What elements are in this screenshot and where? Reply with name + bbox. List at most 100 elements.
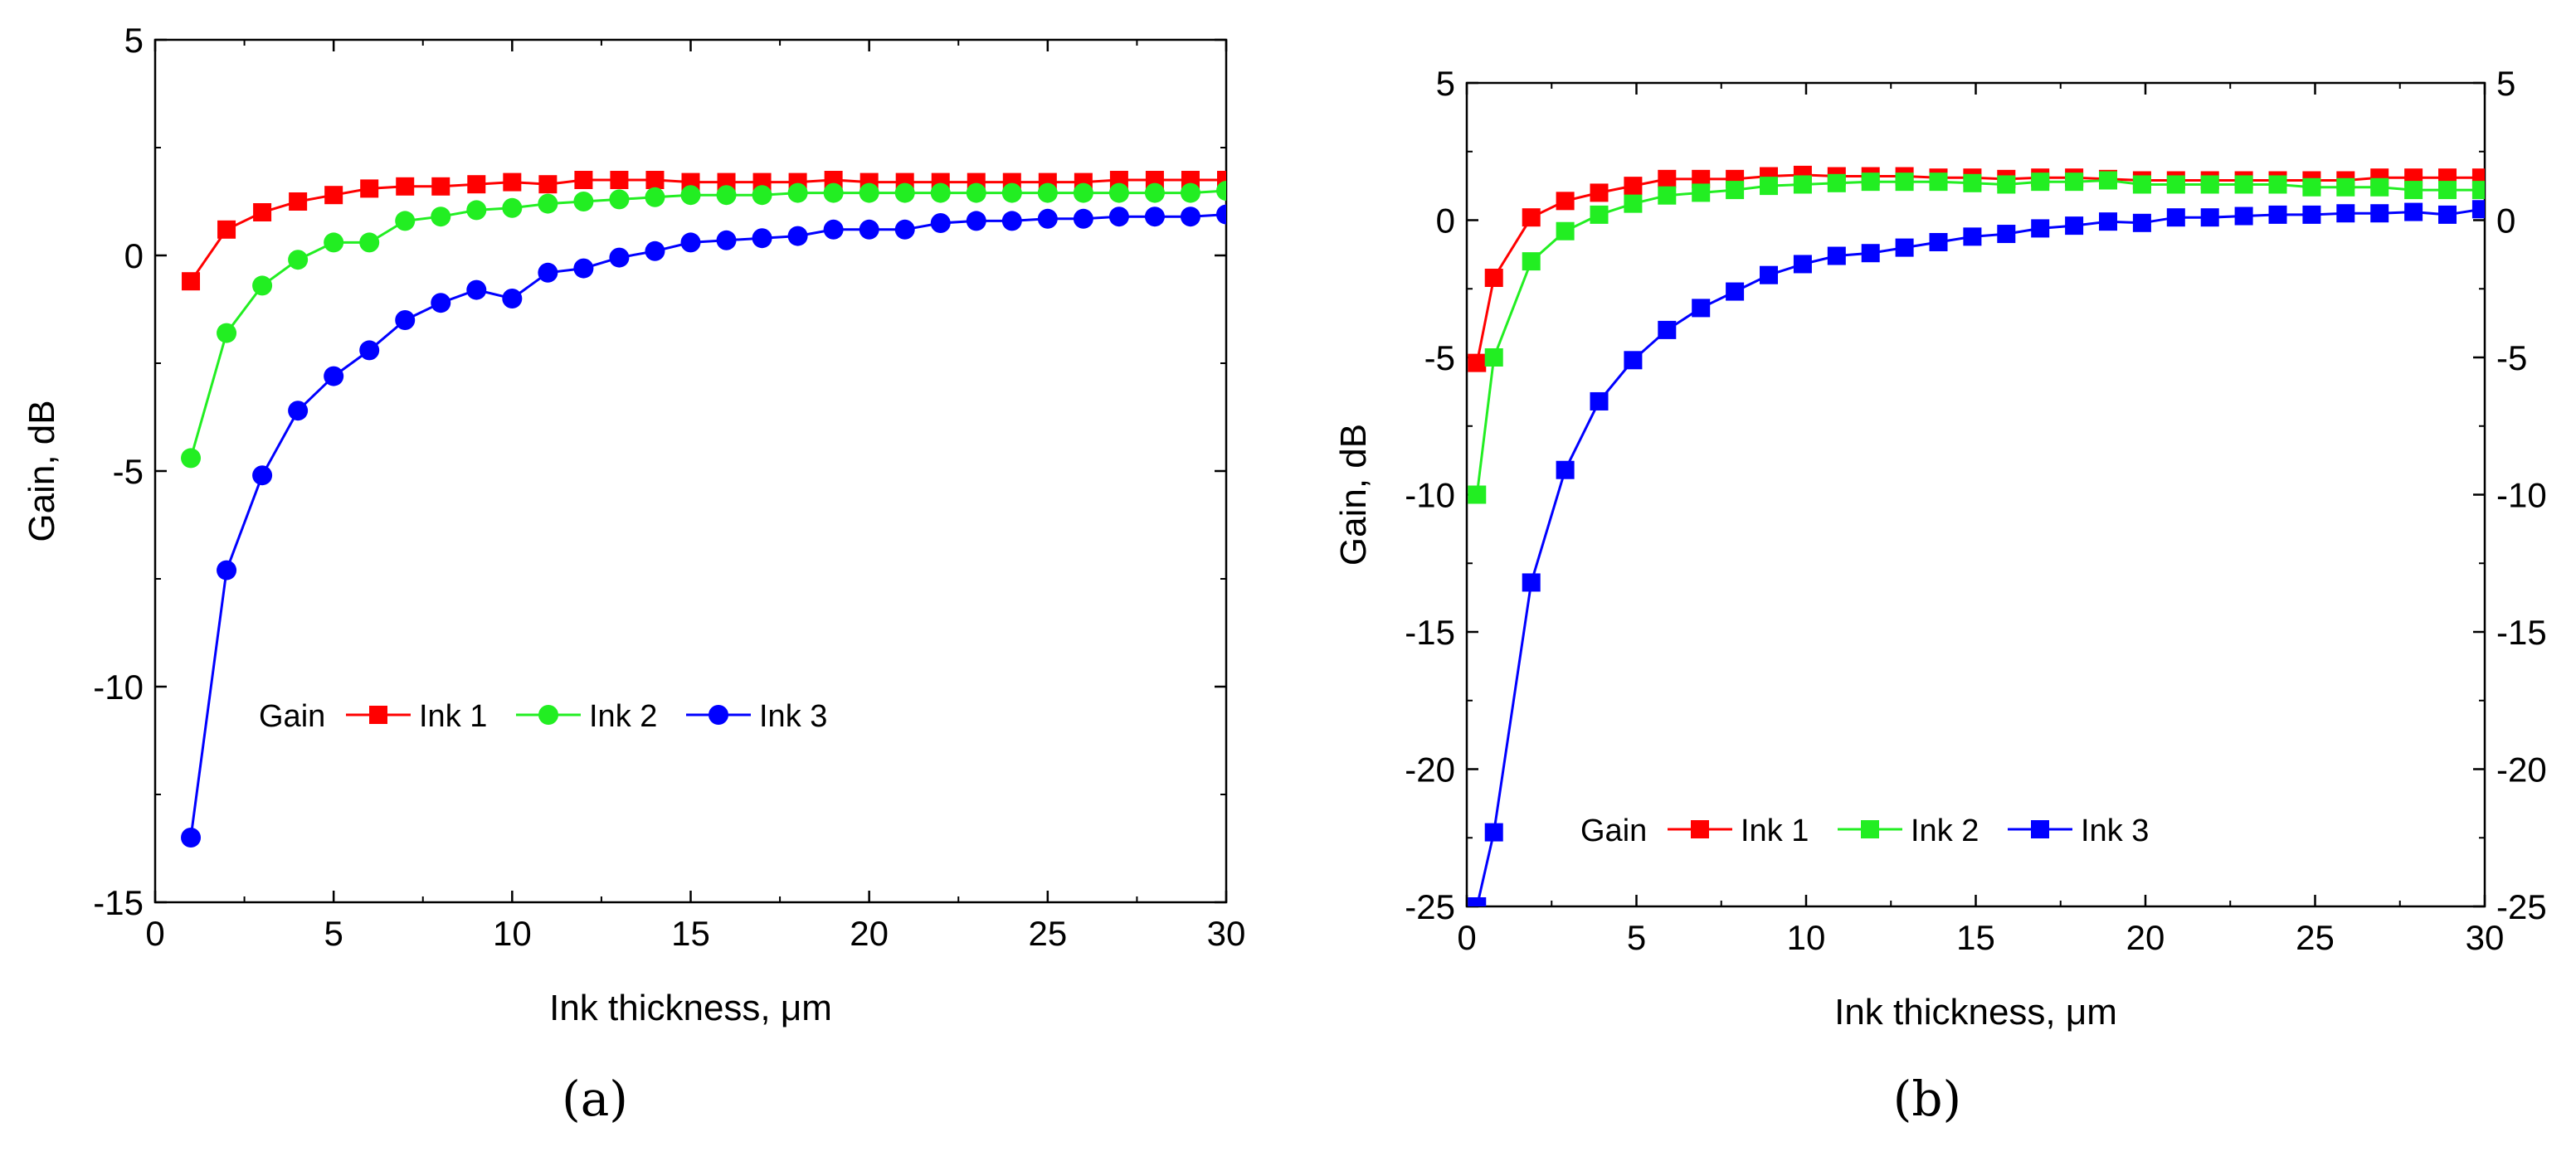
data-point-red <box>538 175 558 194</box>
data-point-green <box>1590 205 1609 224</box>
data-point-green <box>502 197 523 218</box>
legend-title: Gain <box>259 699 325 734</box>
data-point-green <box>787 182 808 203</box>
data-point-green <box>752 185 772 206</box>
data-point-green <box>894 182 915 203</box>
data-point-red <box>645 171 665 189</box>
x-tick-label: 10 <box>493 914 532 953</box>
data-point-blue <box>787 226 808 246</box>
data-point-blue <box>2065 216 2084 236</box>
data-point-green <box>966 182 986 203</box>
y-tick-label: -15 <box>93 883 144 922</box>
data-point-blue <box>1484 823 1503 842</box>
y-tick-label: -10 <box>1405 476 1455 515</box>
data-point-red <box>610 171 629 189</box>
data-point-green <box>2200 175 2219 194</box>
data-point-blue <box>752 228 772 249</box>
data-point-green <box>1658 186 1677 205</box>
data-point-blue <box>466 279 487 300</box>
legend-label-red: Ink 1 <box>419 699 487 734</box>
data-point-blue <box>1522 573 1541 592</box>
data-point-green <box>2099 171 2118 190</box>
data-point-green <box>609 189 630 210</box>
data-point-green <box>1484 348 1503 367</box>
series-line-blue <box>1475 207 2482 906</box>
data-point-green <box>1793 175 1812 194</box>
y-tick-label-right: 0 <box>2496 202 2515 240</box>
legend-title: Gain <box>1580 814 1647 848</box>
data-point-green <box>2336 177 2355 197</box>
data-point-blue <box>1726 282 1745 301</box>
data-point-red <box>324 186 343 205</box>
data-point-blue <box>2200 208 2219 227</box>
x-tick-label: 0 <box>1457 918 1476 957</box>
data-point-blue <box>1793 255 1812 274</box>
y-tick-label-right: -10 <box>2496 476 2547 515</box>
x-axis-label: Ink thickness, μm <box>549 988 832 1028</box>
data-point-red <box>1624 177 1643 196</box>
data-point-red <box>467 175 486 194</box>
data-point-red <box>1522 208 1541 227</box>
x-tick-label: 15 <box>1956 918 1995 957</box>
data-point-blue <box>1037 208 1058 229</box>
data-point-red <box>1556 192 1575 211</box>
data-point-blue <box>1692 299 1711 318</box>
legend: Gain Ink 1 Ink 2 Ink 3 <box>259 699 827 734</box>
x-tick-label: 5 <box>324 914 343 953</box>
data-point-blue <box>966 211 986 231</box>
data-point-green <box>359 232 380 253</box>
data-point-blue <box>1624 351 1643 370</box>
data-point-blue <box>2099 212 2118 231</box>
data-point-green <box>1760 177 1779 196</box>
data-point-green <box>930 182 951 203</box>
y-tick-label: -15 <box>1405 613 1455 652</box>
data-point-green <box>217 323 237 343</box>
data-point-blue <box>2336 204 2355 223</box>
data-point-blue <box>894 219 915 240</box>
data-point-green <box>823 182 844 203</box>
data-point-green <box>2302 177 2321 197</box>
data-point-green <box>395 211 416 231</box>
data-point-green <box>324 232 344 253</box>
data-point-blue <box>217 560 237 580</box>
data-point-blue <box>1180 206 1200 227</box>
data-point-red <box>1692 169 1711 188</box>
data-point-blue <box>1001 211 1022 231</box>
y-tick-label-right: 5 <box>2496 64 2515 103</box>
data-point-blue <box>1895 238 1914 257</box>
data-point-red <box>431 177 450 196</box>
legend-label-red: Ink 1 <box>1741 814 1809 848</box>
data-point-green <box>1180 182 1200 203</box>
data-point-blue <box>2302 205 2321 224</box>
data-point-green <box>2268 175 2287 194</box>
y-tick-label: 5 <box>1436 64 1455 103</box>
x-tick-label: 25 <box>2296 918 2335 957</box>
plot-data <box>181 171 1226 848</box>
data-point-green <box>2031 172 2050 192</box>
y-tick-label-right: -5 <box>2496 338 2527 377</box>
data-point-blue <box>823 219 844 240</box>
chart-panel-b: 0 5 10 15 20 25 30-25 -25-20 -20-15 -15-10 -10-5 -5… <box>1333 64 2547 1127</box>
data-point-blue <box>609 247 630 268</box>
data-point-green <box>1144 182 1165 203</box>
y-tick-label: 0 <box>124 236 144 275</box>
data-point-blue <box>395 310 416 330</box>
data-point-blue <box>930 213 951 233</box>
series-line-green <box>189 189 1226 459</box>
y-tick-label-right: -25 <box>2496 887 2547 926</box>
data-point-red <box>289 192 308 211</box>
data-point-blue <box>1827 246 1846 265</box>
data-point-blue <box>645 240 665 261</box>
plot-frame <box>1465 81 2486 908</box>
data-point-blue <box>1963 227 1982 246</box>
data-point-green <box>1827 173 1846 192</box>
y-tick-label: -10 <box>93 668 144 707</box>
data-point-green <box>1001 182 1022 203</box>
data-point-green <box>1037 182 1058 203</box>
data-point-green <box>1073 182 1093 203</box>
data-point-blue <box>2370 204 2389 223</box>
data-point-red <box>574 171 593 189</box>
data-point-blue <box>2166 208 2185 227</box>
plot-data <box>1468 165 2485 906</box>
legend-label-green: Ink 2 <box>589 699 657 734</box>
